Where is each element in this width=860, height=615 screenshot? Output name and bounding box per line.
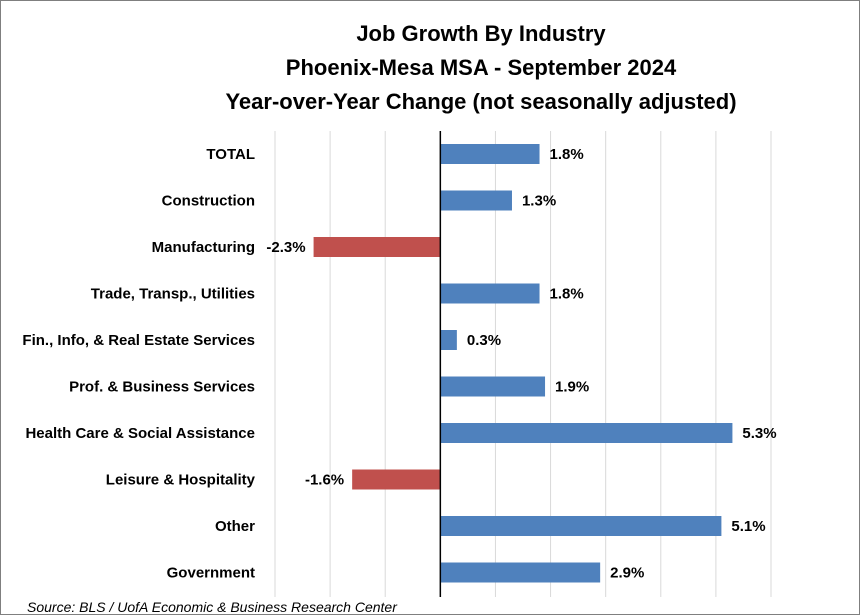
bar xyxy=(440,283,540,304)
bar xyxy=(440,423,733,443)
value-label: 5.3% xyxy=(742,425,776,442)
bar xyxy=(440,516,722,536)
value-label: 1.8% xyxy=(550,286,584,303)
bar xyxy=(440,330,457,350)
category-label: Construction xyxy=(162,193,255,210)
bar xyxy=(313,237,441,257)
source-note: Source: BLS / UofA Economic & Business R… xyxy=(27,599,398,614)
chart-title-line-3: Year-over-Year Change (not seasonally ad… xyxy=(225,89,736,114)
category-label: Leisure & Hospitality xyxy=(106,472,256,489)
chart-title-line-2: Phoenix-Mesa MSA - September 2024 xyxy=(286,55,677,80)
value-label: 2.9% xyxy=(610,565,644,582)
value-label: 1.9% xyxy=(555,379,589,396)
bars xyxy=(313,144,733,583)
category-label: Manufacturing xyxy=(152,239,255,256)
value-label: 0.3% xyxy=(467,332,501,349)
bar xyxy=(440,190,512,211)
value-label: -1.6% xyxy=(305,472,344,489)
value-labels: 1.8% 1.3% -2.3% 1.8% 0.3% 1.9% 5.3% -1.6% 5.1% 2.… xyxy=(266,146,776,582)
chart-title-line-1: Job Growth By Industry xyxy=(356,21,606,46)
value-label: 1.8% xyxy=(550,146,584,163)
category-label: Fin., Info, & Real Estate Services xyxy=(22,332,255,349)
category-label: TOTAL xyxy=(206,146,255,163)
bar xyxy=(352,469,441,490)
value-label: 1.3% xyxy=(522,193,556,210)
bar xyxy=(440,144,540,164)
category-labels: TOTAL Construction Manufacturing Trade, Tra… xyxy=(22,146,255,582)
category-label: Trade, Transp., Utilities xyxy=(91,286,255,303)
bar xyxy=(440,376,546,397)
category-label: Other xyxy=(215,518,255,535)
category-label: Health Care & Social Assistance xyxy=(25,425,255,442)
value-label: 5.1% xyxy=(731,518,765,535)
value-label: -2.3% xyxy=(266,239,305,256)
category-label: Government xyxy=(167,565,255,582)
category-label: Prof. & Business Services xyxy=(69,379,255,396)
bar xyxy=(440,562,601,583)
